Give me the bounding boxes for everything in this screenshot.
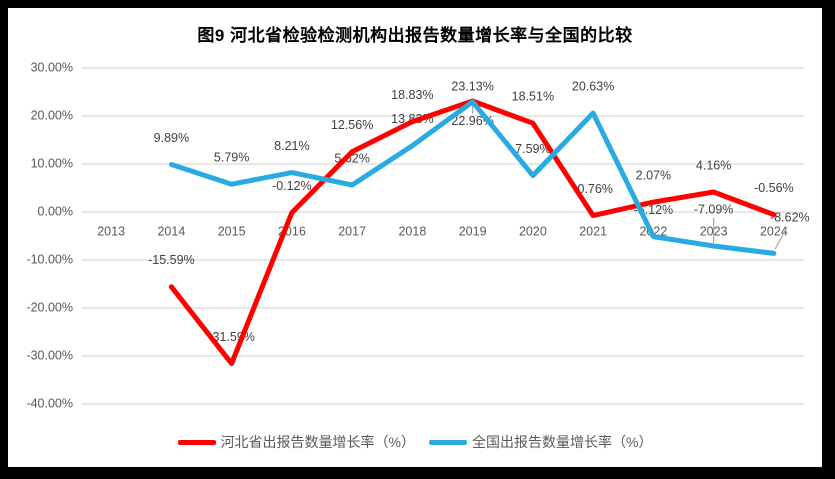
x-axis-tick-label: 2017 xyxy=(338,224,366,238)
y-axis-tick-label: 30.00% xyxy=(31,60,73,74)
chart-panel: 图9 河北省检验检测机构出报告数量增长率与全国的比较 30.00% 20.00% 1… xyxy=(8,8,822,467)
plot-area: 30.00% 20.00% 10.00% 0.00% -10.00% -20.00% -30… xyxy=(26,60,810,410)
series-line-1 xyxy=(168,99,777,256)
legend-line-swatch-icon xyxy=(429,439,467,445)
chart-legend: 河北省出报告数量增长率（%） 全国出报告数量增长率（%） xyxy=(8,432,822,452)
data-label: -15.59% xyxy=(148,253,195,267)
x-axis-tick-label: 2024 xyxy=(760,224,788,238)
y-axis-tick-label: 10.00% xyxy=(31,156,73,170)
data-label: 7.59% xyxy=(515,142,550,156)
legend-item-1: 全国出报告数量增长率（%） xyxy=(429,432,652,452)
chart-title: 图9 河北省检验检测机构出报告数量增长率与全国的比较 xyxy=(197,26,633,45)
data-label: 5.79% xyxy=(214,151,249,165)
x-axis-tick-label: 2019 xyxy=(459,224,487,238)
data-label: 12.56% xyxy=(331,118,373,132)
y-axis-tick-label: 20.00% xyxy=(31,108,73,122)
data-label: 9.89% xyxy=(154,131,189,145)
legend-label: 全国出报告数量增长率（%） xyxy=(472,434,653,450)
data-label: -0.12% xyxy=(272,179,312,193)
legend-label: 河北省出报告数量增长率（%） xyxy=(220,434,415,450)
y-axis-tick-label: -30.00% xyxy=(26,348,73,362)
x-axis-tick-label: 2021 xyxy=(579,224,607,238)
data-label: -0.56% xyxy=(754,181,794,195)
data-label: 2.07% xyxy=(636,168,671,182)
data-label: 23.13% xyxy=(451,79,493,93)
data-label: -8.62% xyxy=(770,211,810,225)
data-label: -7.09% xyxy=(694,202,734,216)
y-axis-tick-label: -20.00% xyxy=(26,300,73,314)
legend-item-0: 河北省出报告数量增长率（%） xyxy=(177,432,415,452)
x-axis-tick-label: 2020 xyxy=(519,224,547,238)
data-label: 18.51% xyxy=(512,89,554,103)
data-label: 8.21% xyxy=(274,139,309,153)
data-label: 4.16% xyxy=(696,158,731,172)
data-label: 20.63% xyxy=(572,79,614,93)
data-label: -0.76% xyxy=(573,182,613,196)
label-leader-line xyxy=(774,227,788,250)
data-label: 18.83% xyxy=(391,88,433,102)
x-axis-tick-label: 2013 xyxy=(97,224,125,238)
legend-line-swatch-icon xyxy=(177,439,216,445)
y-axis-tick-label: 0.00% xyxy=(38,204,73,218)
x-axis-tick-label: 2014 xyxy=(157,224,185,238)
x-axis-tick-label: 2018 xyxy=(398,224,426,238)
x-axis-tick-label: 2015 xyxy=(218,224,246,238)
y-axis-tick-label: -40.00% xyxy=(26,396,73,410)
y-axis-tick-label: -10.00% xyxy=(26,252,73,266)
